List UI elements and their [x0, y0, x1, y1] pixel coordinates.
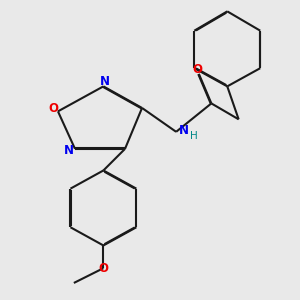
Text: O: O	[98, 262, 108, 275]
Text: O: O	[48, 102, 58, 116]
Text: O: O	[193, 63, 202, 76]
Text: N: N	[178, 124, 189, 137]
Text: H: H	[190, 131, 198, 141]
Text: N: N	[64, 144, 74, 157]
Text: N: N	[100, 75, 110, 88]
